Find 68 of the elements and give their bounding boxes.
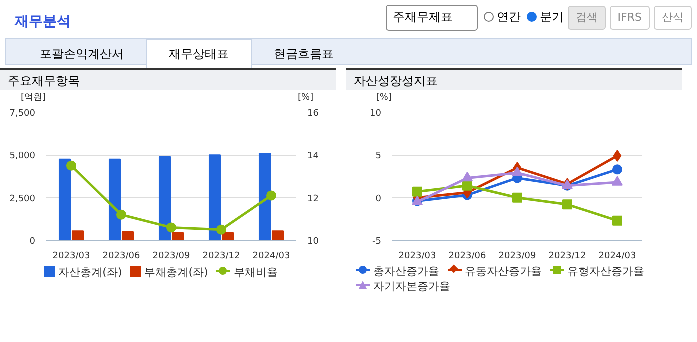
text: 산식 <box>654 6 692 30</box>
bar <box>208 154 222 240</box>
x-tick-label: 2023/06 <box>448 252 486 262</box>
point <box>166 222 176 233</box>
bar <box>108 158 122 240</box>
x-tick-label: 2023/03 <box>398 252 436 262</box>
bar <box>172 232 184 240</box>
y2-tick-label: 14 <box>308 152 320 162</box>
text: 검색 <box>568 6 606 30</box>
point <box>216 224 226 235</box>
text: 분기 <box>540 10 564 24</box>
bar <box>158 156 172 240</box>
y-axis-title: [%] <box>376 92 392 105</box>
text: 포괄손익계산서 <box>39 46 125 63</box>
y-tick-label: 10 <box>370 109 382 119</box>
point <box>562 200 572 210</box>
text: 연간 <box>496 10 521 24</box>
point <box>512 192 522 203</box>
text: 주재무제표 <box>386 5 478 31</box>
bar <box>272 230 284 240</box>
point <box>116 210 126 220</box>
y-tick-label: 5,000 <box>10 152 36 162</box>
legend-label: 자기자본증가율 <box>372 280 450 293</box>
chart-title: 자산성장성지표 <box>346 68 682 90</box>
point <box>66 160 76 171</box>
legend-label: 총자산증가율 <box>372 265 440 278</box>
y-tick-label: 0 <box>30 237 36 247</box>
y-axis-title: [억원] <box>20 92 46 105</box>
point <box>462 172 473 182</box>
y2-axis-title: [%] <box>298 92 314 105</box>
y-tick-label: 7,500 <box>10 109 36 119</box>
point <box>612 176 623 186</box>
point <box>266 190 276 201</box>
y2-tick-label: 16 <box>308 109 320 119</box>
point <box>612 216 622 226</box>
legend-label: 부채비율 <box>232 266 278 279</box>
y-tick-label: 0 <box>376 194 382 204</box>
point <box>412 186 422 197</box>
x-tick-label: 2024/03 <box>598 252 636 262</box>
y2-tick-label: 12 <box>308 194 319 204</box>
y-tick-label: -5 <box>372 237 382 247</box>
chart-title: 주요재무항목 <box>0 68 336 90</box>
point <box>512 166 523 176</box>
bar <box>258 152 272 240</box>
text: 재무분석 <box>14 13 71 32</box>
x-tick-label: 2023/12 <box>202 252 240 262</box>
point <box>613 150 622 162</box>
x-tick-label: 2023/06 <box>102 252 140 262</box>
legend-label: 자산총계(좌) <box>58 266 122 279</box>
bar <box>58 158 72 240</box>
legend-label: 부채총계(좌) <box>144 266 208 279</box>
bar <box>122 231 134 240</box>
legend-label: 유동자산증가율 <box>464 265 542 278</box>
text: IFRS <box>610 6 650 30</box>
y-tick-label: 5 <box>376 152 382 162</box>
x-tick-label: 2023/09 <box>498 252 536 262</box>
x-tick-label: 2023/03 <box>52 252 90 262</box>
bar <box>72 230 84 240</box>
point <box>612 164 622 175</box>
text: 재무상태표 <box>146 39 252 70</box>
y-tick-label: 2,500 <box>10 194 36 204</box>
x-tick-label: 2023/12 <box>548 252 586 262</box>
text: 현금흐름표 <box>273 46 335 63</box>
legend-label: 유형자산증가율 <box>566 265 644 278</box>
x-tick-label: 2023/09 <box>152 252 190 262</box>
x-tick-label: 2024/03 <box>252 252 290 262</box>
point <box>462 180 472 191</box>
y2-tick-label: 10 <box>308 237 320 247</box>
